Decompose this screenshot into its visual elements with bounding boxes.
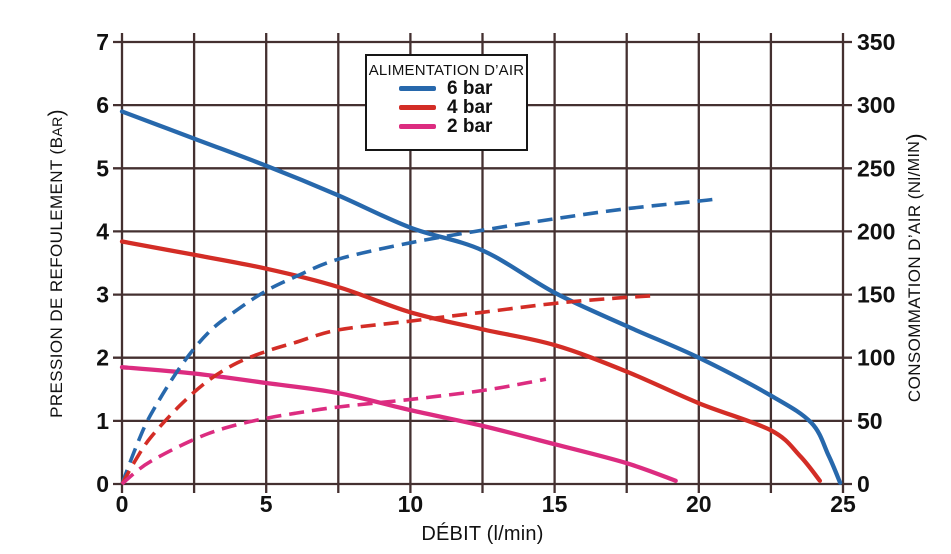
y-right-tick-label-150: 150 <box>857 282 895 308</box>
legend-item-6bar: 6 bar <box>399 79 526 98</box>
y-axis-title-left-wrap: PRESSION DE REFOULEMENT (BAR) <box>40 42 74 484</box>
legend-swatch-4bar <box>399 105 436 110</box>
legend-swatch-2bar <box>399 124 436 129</box>
y-left-tick-label-0: 0 <box>96 471 109 497</box>
y-left-tick-label-1: 1 <box>96 408 109 434</box>
y-left-tick-label-6: 6 <box>96 92 109 118</box>
series-curve-pression-2bar <box>119 365 678 483</box>
y-left-tick-label-2: 2 <box>96 345 109 371</box>
y-right-tick-label-350: 350 <box>857 29 895 55</box>
legend-item-4bar: 4 bar <box>399 98 526 117</box>
legend: ALIMENTATION D’AIR 6 bar 4 bar 2 bar <box>365 54 528 151</box>
y-left-title-smallcaps: AR <box>49 115 65 137</box>
series-curve-air-2bar <box>120 377 547 486</box>
x-axis-title: DÉBIT (l/min) <box>421 523 544 545</box>
x-axis-tick-labels: 0 5 10 15 20 25 <box>116 491 856 517</box>
series-curves <box>119 109 843 486</box>
y-right-tick-label-300: 300 <box>857 92 895 118</box>
legend-title: ALIMENTATION D’AIR <box>368 62 525 79</box>
x-tick-label-15: 15 <box>542 491 568 517</box>
legend-label-4bar: 4 bar <box>447 97 493 118</box>
x-tick-label-10: 10 <box>398 491 424 517</box>
y-left-tick-labels: 0 1 2 3 4 5 6 7 <box>96 29 109 497</box>
y-left-title-main: PRESSION DE REFOULEMENT (B <box>47 136 66 418</box>
series-curve-pression-4bar <box>119 239 823 483</box>
legend-label-2bar: 2 bar <box>447 116 493 137</box>
y-right-tick-label-50: 50 <box>857 408 883 434</box>
y-right-title-main: CONSOMMATION D’AIR (Nl/ <box>905 171 924 403</box>
legend-item-2bar: 2 bar <box>399 117 526 136</box>
y-right-tick-label-200: 200 <box>857 218 895 244</box>
x-tick-label-0: 0 <box>116 491 129 517</box>
y-axis-title-left: PRESSION DE REFOULEMENT (BAR) <box>45 109 69 418</box>
y-right-tick-labels: 0 50 100 150 200 250 300 350 <box>857 29 895 497</box>
y-right-tick-label-250: 250 <box>857 155 895 181</box>
y-left-tick-label-3: 3 <box>96 282 109 308</box>
legend-swatch-6bar <box>399 86 436 91</box>
y-right-tick-label-0: 0 <box>857 471 870 497</box>
x-tick-label-20: 20 <box>686 491 712 517</box>
y-right-title-smallcaps: MIN <box>906 141 923 172</box>
series-curve-pression-6bar <box>119 109 843 485</box>
series-curve-air-4bar <box>120 294 653 485</box>
x-tick-label-25: 25 <box>830 491 856 517</box>
y-left-tick-label-7: 7 <box>96 29 109 55</box>
y-axis-title-right: CONSOMMATION D’AIR (Nl/MIN) <box>902 133 928 402</box>
x-tick-label-5: 5 <box>260 491 273 517</box>
y-left-tick-label-5: 5 <box>96 155 109 181</box>
y-right-title-end: ) <box>902 133 927 142</box>
y-right-tick-label-100: 100 <box>857 345 895 371</box>
legend-label-6bar: 6 bar <box>447 78 493 99</box>
y-left-tick-label-4: 4 <box>96 218 109 244</box>
series-curve-air-6bar <box>120 196 720 485</box>
y-left-title-end: ) <box>45 108 68 116</box>
y-axis-title-right-wrap: CONSOMMATION D’AIR (Nl/MIN) <box>898 28 932 508</box>
